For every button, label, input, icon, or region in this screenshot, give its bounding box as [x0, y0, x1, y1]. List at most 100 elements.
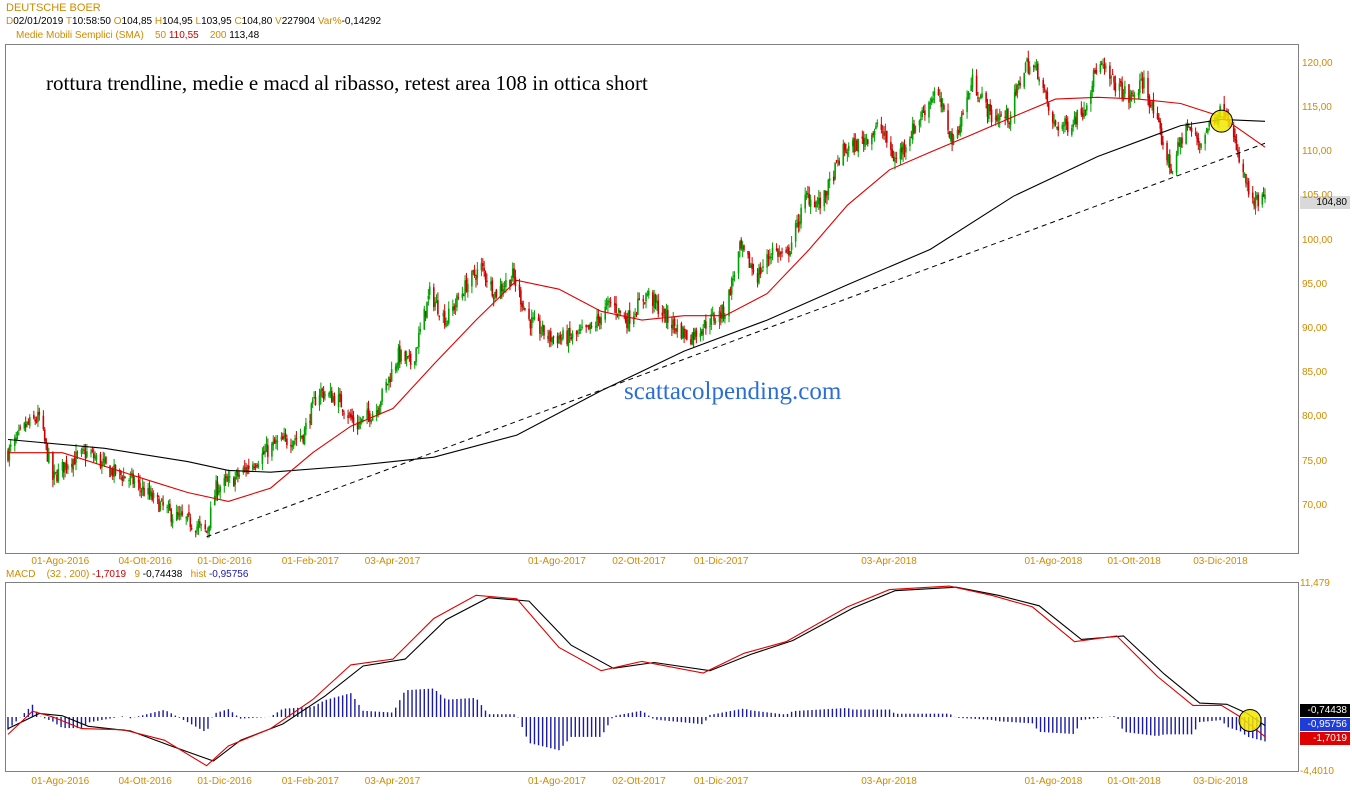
price-x-tick-label: 03-Apr-2017: [364, 556, 421, 567]
candle-up: [318, 394, 321, 406]
candle-down: [826, 196, 828, 198]
candle-up: [446, 321, 449, 323]
candle-up: [67, 465, 69, 470]
candle-up: [348, 413, 351, 417]
candle-down: [853, 138, 855, 153]
candle-down: [1189, 126, 1191, 131]
candle-up: [760, 270, 763, 273]
candle-up: [264, 450, 266, 453]
candle-down: [673, 318, 676, 326]
candle-down: [1178, 143, 1181, 146]
candle-up: [1177, 141, 1179, 155]
candle-up: [548, 331, 551, 341]
candle-up: [809, 199, 812, 208]
candle-up: [1110, 76, 1113, 78]
time-value: 10:58:50: [72, 16, 111, 27]
candle-up: [875, 125, 877, 130]
candle-up: [428, 286, 431, 295]
candle-up: [252, 464, 254, 470]
candle-down: [807, 193, 809, 195]
price-y-tick-label: 85,00: [1302, 367, 1328, 379]
candle-up: [558, 337, 560, 344]
candle-up: [665, 310, 668, 321]
candle-up: [884, 131, 887, 136]
candle-down: [457, 297, 460, 299]
candle-up: [766, 254, 768, 268]
candle-up: [1016, 85, 1019, 93]
candle-down: [1066, 121, 1069, 133]
candle-up: [130, 473, 133, 475]
candle-down: [158, 498, 160, 512]
candle-down: [45, 438, 47, 444]
candle-down: [1114, 82, 1117, 92]
candle-up: [511, 268, 514, 278]
price-x-tick-label: 02-Ott-2017: [612, 556, 666, 567]
candle-up: [804, 194, 806, 209]
candle-up: [541, 324, 544, 332]
candle-up: [710, 313, 713, 325]
candle-down: [903, 144, 906, 151]
candle-up: [769, 256, 771, 260]
candle-up: [283, 435, 285, 439]
candle-up: [23, 422, 26, 429]
candle-down: [922, 111, 925, 113]
candle-down: [891, 149, 894, 158]
price-y-tick-label: 70,00: [1302, 499, 1328, 511]
open-value: 104,85: [121, 16, 153, 27]
candle-down: [1168, 154, 1171, 168]
signal-value: -0,74438: [142, 569, 183, 580]
candle-up: [445, 322, 447, 327]
candle-up: [560, 337, 563, 342]
candle-down: [598, 317, 601, 324]
candle-down: [398, 345, 401, 363]
candle-down: [350, 413, 352, 418]
candle-up: [218, 490, 220, 493]
candle-up: [967, 92, 970, 99]
candle-up: [834, 162, 836, 180]
price-y-tick-label: 75,00: [1302, 455, 1328, 467]
candle-down: [1075, 117, 1077, 124]
candle-down: [408, 355, 411, 357]
candle-up: [1090, 92, 1092, 104]
candle-up: [94, 457, 96, 459]
candle-down: [1042, 80, 1045, 88]
candle-up: [997, 117, 1000, 120]
candle-up: [292, 441, 295, 447]
candle-down: [491, 280, 494, 297]
price-x-tick-label: 04-Ott-2016: [118, 556, 172, 567]
candle-down: [1234, 135, 1236, 141]
candle-down: [638, 298, 641, 301]
macd-x-tick-label: 01-Dic-2016: [197, 776, 252, 787]
candle-up: [1167, 154, 1170, 163]
candle-down: [321, 388, 324, 391]
candle-up: [721, 305, 724, 320]
candle-up: [929, 102, 932, 104]
candle-down: [740, 239, 743, 249]
candle-up: [1129, 94, 1132, 101]
price-y-tick-label: 120,00: [1302, 57, 1333, 69]
sma-legend: Medie Mobili Semplici (SMA) 50 110,55 20…: [16, 30, 259, 41]
macd-axis-top: 11,479: [1300, 578, 1330, 589]
candle-up: [578, 329, 581, 331]
open-label: O: [113, 16, 122, 27]
candle-down: [109, 465, 111, 478]
macd-panel[interactable]: [5, 582, 1299, 772]
candle-down: [747, 250, 749, 255]
price-x-tick-label: 01-Ago-2016: [31, 556, 90, 567]
candle-down: [1100, 63, 1103, 65]
candle-down: [84, 451, 87, 459]
candle-up: [1013, 91, 1016, 117]
candle-down: [767, 255, 770, 259]
close-value: 104,80: [241, 16, 273, 27]
candle-down: [1113, 76, 1115, 83]
candle-down: [389, 378, 392, 382]
candle-up: [1005, 109, 1008, 119]
candle-up: [854, 139, 857, 152]
candle-up: [9, 444, 12, 447]
candle-up: [798, 221, 801, 225]
candle-down: [675, 328, 677, 332]
macd-line: [7, 585, 1266, 767]
candle-up: [235, 471, 238, 476]
macd-legend: MACD (32 , 200) -1,7019 9 -0,74438 hist …: [6, 569, 248, 580]
candle-up: [857, 138, 860, 153]
